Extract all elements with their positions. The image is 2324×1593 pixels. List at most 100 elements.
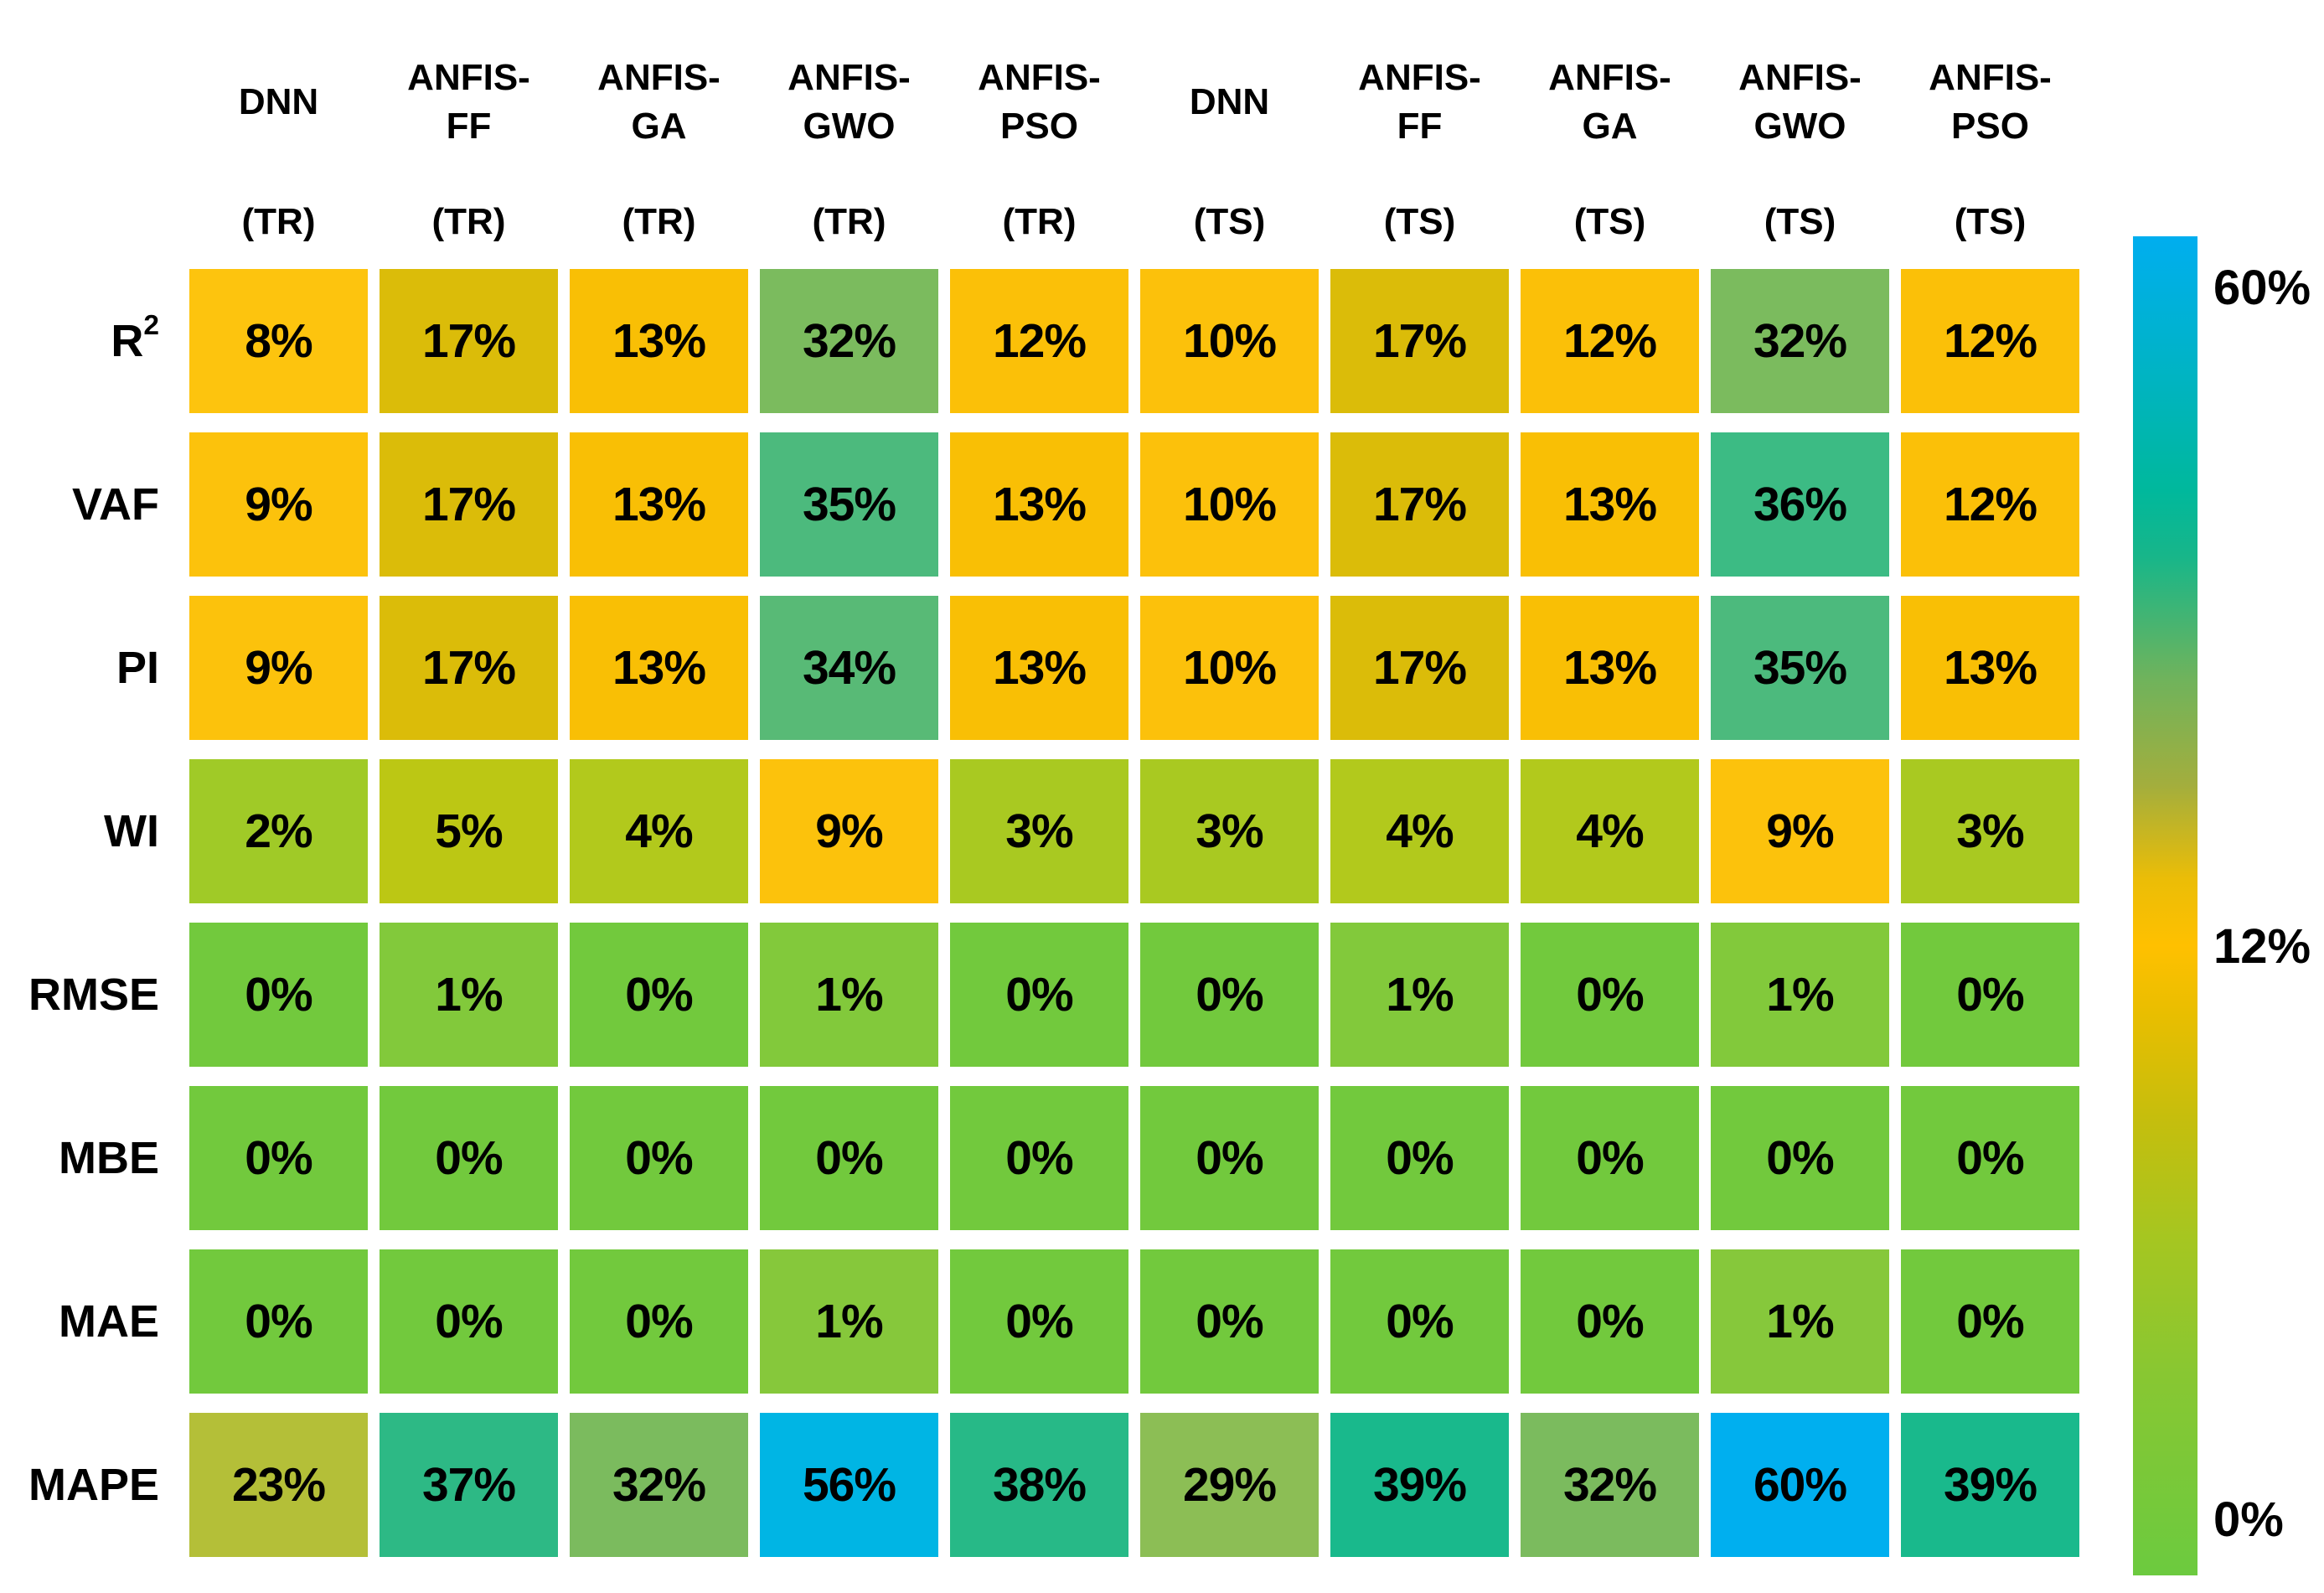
row-label: MBE <box>5 1086 178 1230</box>
heatmap-cell: 0% <box>950 1249 1128 1394</box>
heatmap-cell: 13% <box>950 432 1128 577</box>
heatmap-cell: 37% <box>380 1413 558 1557</box>
column-header-name: DNN <box>1189 80 1270 122</box>
heatmap-cell: 5% <box>380 759 558 903</box>
heatmap-cell: 8% <box>189 269 368 413</box>
heatmap-cell: 0% <box>1140 923 1319 1067</box>
heatmap-cell: 0% <box>1901 923 2079 1067</box>
column-header-name: DNN <box>238 80 319 122</box>
heatmap-grid: DNN (TR) ANFIS- FF (TR) ANFIS- GA (TR) ANFIS- … <box>5 7 2079 1557</box>
column-header: ANFIS- PSO (TR) <box>950 7 1128 250</box>
column-header-phase: (TR) <box>812 200 886 242</box>
column-header-phase: (TS) <box>1573 200 1646 242</box>
heatmap-cell: 0% <box>570 1086 748 1230</box>
heatmap-cell: 4% <box>1521 759 1699 903</box>
heatmap-cell: 35% <box>1711 596 1889 740</box>
heatmap-cell: 32% <box>1711 269 1889 413</box>
heatmap-cell: 17% <box>1330 432 1509 577</box>
column-header-name: ANFIS- GWO <box>1738 56 1862 147</box>
legend-min-label: 0% <box>2213 1492 2284 1547</box>
heatmap-cell: 13% <box>570 596 748 740</box>
column-header-phase: (TR) <box>241 200 316 242</box>
heatmap-cell: 0% <box>189 923 368 1067</box>
column-header-name: ANFIS- PSO <box>1929 56 2052 147</box>
heatmap-cell: 1% <box>1711 1249 1889 1394</box>
heatmap-cell: 35% <box>760 432 938 577</box>
heatmap-cell: 13% <box>1521 432 1699 577</box>
heatmap-cell: 2% <box>189 759 368 903</box>
heatmap-cell: 39% <box>1330 1413 1509 1557</box>
heatmap-cell: 1% <box>380 923 558 1067</box>
legend-mid-label: 12% <box>2213 919 2311 974</box>
column-header-phase: (TS) <box>1383 200 1456 242</box>
heatmap-cell: 0% <box>380 1249 558 1394</box>
column-header-phase: (TS) <box>1193 200 1266 242</box>
heatmap-cell: 0% <box>570 1249 748 1394</box>
heatmap-cell: 3% <box>950 759 1128 903</box>
heatmap-cell: 0% <box>1330 1086 1509 1230</box>
column-header-phase: (TS) <box>1954 200 2027 242</box>
heatmap-cell: 3% <box>1140 759 1319 903</box>
column-header-phase: (TR) <box>622 200 696 242</box>
heatmap-cell: 1% <box>1330 923 1509 1067</box>
row-label-text: MAPE <box>28 1460 159 1510</box>
heatmap-cell: 0% <box>950 923 1128 1067</box>
row-label-text: PI <box>116 643 159 693</box>
column-header-name: ANFIS- GA <box>597 56 720 147</box>
heatmap-cell: 29% <box>1140 1413 1319 1557</box>
heatmap-cell: 0% <box>1901 1249 2079 1394</box>
heatmap-cell: 1% <box>760 1249 938 1394</box>
column-header-name: ANFIS- GA <box>1548 56 1671 147</box>
heatmap-cell: 0% <box>1901 1086 2079 1230</box>
heatmap-cell: 0% <box>1521 1249 1699 1394</box>
column-header: ANFIS- GA (TS) <box>1521 7 1699 250</box>
heatmap-cell: 56% <box>760 1413 938 1557</box>
row-label: WI <box>5 759 178 903</box>
row-label: VAF <box>5 432 178 577</box>
column-header-phase: (TR) <box>431 200 506 242</box>
column-header: DNN (TR) <box>189 7 368 250</box>
column-header-name: ANFIS- FF <box>407 56 530 147</box>
legend-max-label: 60% <box>2213 261 2311 315</box>
row-label-text: MAE <box>59 1296 159 1347</box>
row-label: MAPE <box>5 1413 178 1557</box>
heatmap-cell: 60% <box>1711 1413 1889 1557</box>
heatmap-cell: 0% <box>1330 1249 1509 1394</box>
heatmap-cell: 32% <box>570 1413 748 1557</box>
legend-colorbar <box>2133 236 2197 1575</box>
column-header: ANFIS- GA (TR) <box>570 7 748 250</box>
heatmap-cell: 3% <box>1901 759 2079 903</box>
heatmap-cell: 12% <box>950 269 1128 413</box>
heatmap-cell: 0% <box>1140 1086 1319 1230</box>
heatmap-cell: 0% <box>1711 1086 1889 1230</box>
heatmap-cell: 32% <box>1521 1413 1699 1557</box>
heatmap-cell: 17% <box>1330 269 1509 413</box>
heatmap-cell: 9% <box>189 432 368 577</box>
heatmap-cell: 39% <box>1901 1413 2079 1557</box>
heatmap-cell: 17% <box>1330 596 1509 740</box>
heatmap-cell: 0% <box>760 1086 938 1230</box>
column-header-name: ANFIS- FF <box>1358 56 1481 147</box>
row-label: MAE <box>5 1249 178 1394</box>
column-header-name: ANFIS- GWO <box>788 56 911 147</box>
row-label-text: RMSE <box>28 970 159 1020</box>
column-header: DNN (TS) <box>1140 7 1319 250</box>
heatmap-cell: 9% <box>760 759 938 903</box>
heatmap-cell: 12% <box>1901 432 2079 577</box>
row-label-text: R <box>111 316 144 366</box>
row-label-text: VAF <box>72 479 159 530</box>
heatmap-cell: 13% <box>1901 596 2079 740</box>
heatmap-cell: 10% <box>1140 596 1319 740</box>
corner-spacer <box>5 7 178 250</box>
heatmap-cell: 17% <box>380 269 558 413</box>
heatmap-cell: 38% <box>950 1413 1128 1557</box>
heatmap-cell: 1% <box>760 923 938 1067</box>
column-header: ANFIS- PSO (TS) <box>1901 7 2079 250</box>
column-header: ANFIS- FF (TS) <box>1330 7 1509 250</box>
heatmap-cell: 9% <box>189 596 368 740</box>
heatmap-cell: 0% <box>1521 1086 1699 1230</box>
heatmap-cell: 12% <box>1901 269 2079 413</box>
row-label: PI <box>5 596 178 740</box>
